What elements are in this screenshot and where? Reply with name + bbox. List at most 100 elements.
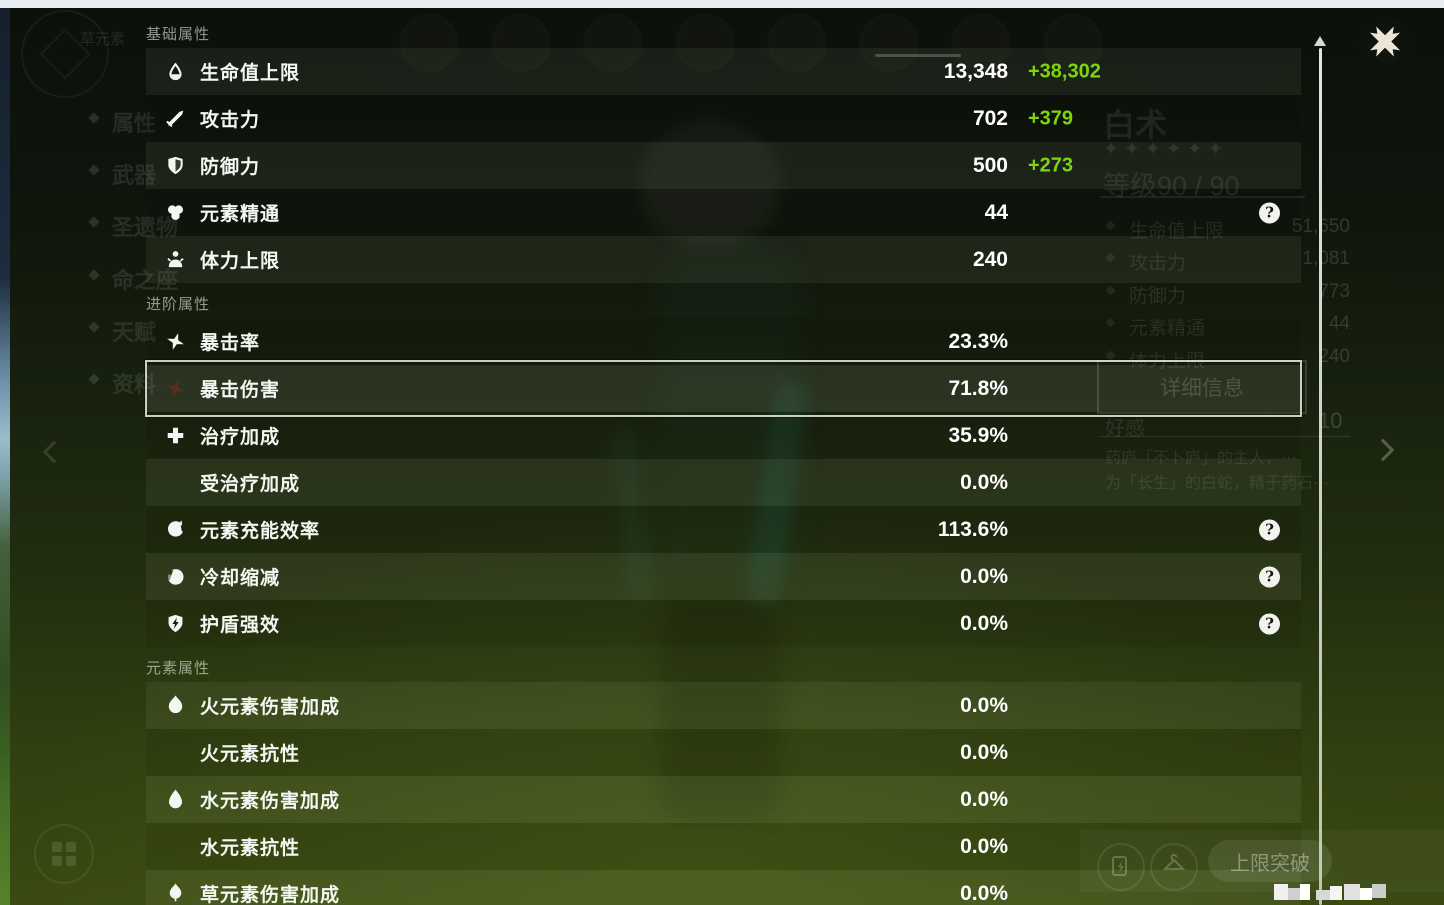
background-menu-item: 圣遗物: [112, 210, 178, 242]
friendship-level: 10: [1318, 408, 1343, 433]
stat-row-max-hp[interactable]: 生命值上限 13,348 +38,302: [146, 48, 1301, 95]
background-avatar: [1044, 14, 1102, 72]
top-window-strip: [0, 0, 1444, 8]
background-menu-item: 命之座: [112, 263, 178, 295]
stat-bonus-value: +273: [1028, 154, 1074, 176]
character-name: 白术: [1103, 107, 1168, 143]
scrollbar[interactable]: [1319, 48, 1322, 905]
stamina-icon: [146, 249, 200, 270]
stat-row-pyro-dmg-bonus[interactable]: 火元素伤害加成 0.0%: [146, 682, 1301, 729]
stat-row-crit-rate[interactable]: 暴击率 23.3%: [146, 318, 1301, 365]
background-stat-row: 攻击力 1,081: [1105, 246, 1350, 274]
stat-row-energy-recharge[interactable]: 元素充能效率 113.6%?: [146, 506, 1301, 553]
help-icon[interactable]: ?: [1259, 519, 1280, 540]
def-icon: [146, 155, 200, 176]
stat-label: 火元素伤害加成: [200, 697, 341, 718]
stat-row-dendro-dmg-bonus[interactable]: 草元素伤害加成 0.0%: [146, 870, 1301, 905]
atk-icon: [146, 108, 200, 129]
prev-character-chevron-icon: [42, 440, 66, 464]
stat-value: 0.0%: [960, 564, 1008, 588]
selected-avatar-underline: [875, 54, 961, 57]
party-grid-icon: [34, 824, 94, 884]
stat-label: 攻击力: [200, 110, 261, 131]
stat-row-hydro-dmg-bonus[interactable]: 水元素伤害加成 0.0%: [146, 776, 1301, 823]
background-menu-item: 资料: [112, 367, 156, 399]
stat-row-incoming-healing-bonus[interactable]: 受治疗加成 0.0%: [146, 459, 1301, 506]
stat-value: 0.0%: [960, 787, 1008, 811]
stat-label: 暴击率: [200, 333, 261, 354]
stat-value: 0.0%: [960, 611, 1008, 635]
hp-icon: [146, 61, 200, 82]
stat-value: 500: [972, 153, 1008, 177]
stat-label: 元素充能效率: [200, 521, 321, 542]
stat-row-pyro-res[interactable]: 火元素抗性 0.0%: [146, 729, 1301, 776]
stat-value: 0.0%: [960, 881, 1008, 905]
close-button[interactable]: [1359, 15, 1411, 67]
stat-label: 水元素伤害加成: [200, 791, 341, 812]
stat-row-crit-dmg[interactable]: 暴击伤害 71.8%: [145, 360, 1302, 417]
help-icon[interactable]: ?: [1259, 566, 1280, 587]
card-flash-icon: [1097, 843, 1145, 891]
section-title-advanced: 进阶属性: [146, 296, 211, 313]
stat-label: 元素精通: [200, 204, 281, 225]
stat-row-def[interactable]: 防御力 500 +273: [146, 142, 1301, 189]
divider: [1100, 196, 1305, 198]
hydro-icon: [146, 789, 200, 810]
help-icon[interactable]: ?: [1259, 613, 1280, 634]
stat-value: 113.6%: [937, 517, 1008, 541]
stat-label: 草元素伤害加成: [200, 885, 341, 905]
character-silhouette-legs: [660, 600, 780, 820]
world-edge-strip: [0, 8, 10, 905]
stat-label: 火元素抗性: [200, 744, 301, 765]
stat-row-healing-bonus[interactable]: 治疗加成 35.9%: [146, 412, 1301, 459]
stat-label: 水元素抗性: [200, 838, 301, 859]
dendro-element-emblem-icon: [21, 10, 109, 98]
stat-row-cd-reduction[interactable]: 冷却缩减 0.0%?: [146, 553, 1301, 600]
stat-row-hydro-res[interactable]: 水元素抗性 0.0%: [146, 823, 1301, 870]
background-menu-item: 属性: [112, 106, 156, 138]
stat-label: 治疗加成: [200, 427, 281, 448]
cd-icon: [146, 566, 200, 587]
stat-value: 23.3%: [948, 329, 1008, 353]
divider: [1100, 436, 1350, 437]
stat-value: 13,348: [943, 59, 1008, 83]
character-silhouette-head: [640, 120, 780, 250]
stat-value: 0.0%: [960, 740, 1008, 764]
background-avatar: [676, 14, 734, 72]
character-level: 等级90 / 90: [1103, 171, 1240, 201]
stat-row-elemental-mastery[interactable]: 元素精通 44?: [146, 189, 1301, 236]
background-avatar: [860, 14, 918, 72]
scrollbar-top-arrow-icon: [1314, 36, 1326, 46]
shield-strength-icon: [146, 613, 200, 634]
close-icon: [1370, 26, 1400, 56]
section-title-basic: 基础属性: [146, 26, 211, 43]
stat-row-atk[interactable]: 攻击力 702 +379: [146, 95, 1301, 142]
stat-row-shield-strength[interactable]: 护盾强效 0.0%?: [146, 600, 1301, 647]
background-stat-row: 体力上限 240: [1105, 344, 1350, 372]
energy-recharge-icon: [146, 519, 200, 540]
background-avatar: [400, 14, 458, 72]
character-star-rating: ✦✦✦✦✦✦: [1103, 138, 1229, 160]
crit-dmg-icon: [146, 378, 200, 399]
character-description: 药庐「不卜庐」的主人，⋯ 为「长生」的白蛇，精于药石⋯: [1105, 450, 1330, 492]
stat-bonus-value: +38,302: [1028, 60, 1101, 82]
dendro-icon: [146, 883, 200, 904]
background-avatar: [584, 14, 642, 72]
stat-value: 0.0%: [960, 470, 1008, 494]
detail-info-button: 详细信息: [1097, 360, 1307, 414]
stat-label: 生命值上限: [200, 63, 301, 84]
stat-value: 0.0%: [960, 693, 1008, 717]
stat-label: 防御力: [200, 157, 261, 178]
crit-rate-icon: [146, 331, 200, 352]
attributes-panel: 基础属性生命值上限 13,348 +38,302 攻击力 702 +379 防御力 500 +2…: [145, 0, 1302, 905]
stat-row-max-stamina[interactable]: 体力上限 240: [146, 236, 1301, 283]
stat-value: 240: [972, 247, 1008, 271]
help-icon[interactable]: ?: [1259, 202, 1280, 223]
background-avatar: [952, 14, 1010, 72]
stat-value: 44: [984, 200, 1008, 224]
stat-bonus-value: +379: [1028, 107, 1074, 129]
character-silhouette-body: [660, 250, 800, 590]
limit-break-button: 上限突破: [1208, 840, 1332, 882]
